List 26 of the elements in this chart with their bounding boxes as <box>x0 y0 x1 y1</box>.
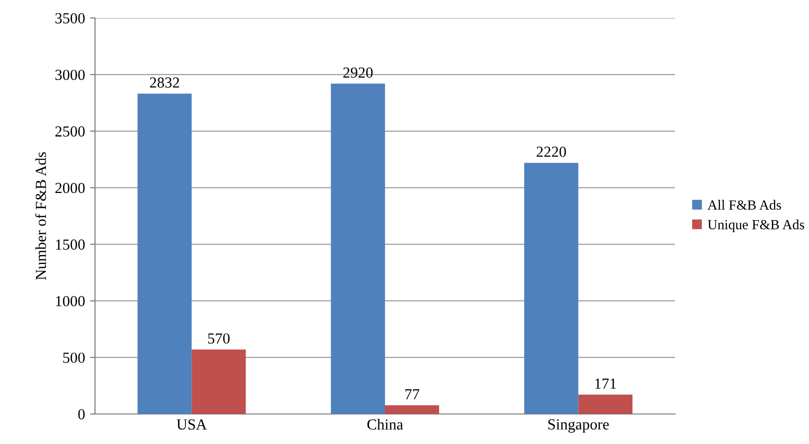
data-label: 570 <box>208 333 230 344</box>
y-tick-label: 2500 <box>55 126 85 137</box>
y-tick-label: 500 <box>63 352 85 363</box>
bar <box>138 94 192 414</box>
bar <box>385 405 440 414</box>
legend-label: Unique F&B Ads <box>708 220 804 232</box>
data-label: 171 <box>595 378 616 389</box>
legend-label: All F&B Ads <box>708 200 782 210</box>
y-axis-title: Number of F&B Ads <box>35 152 46 280</box>
bar <box>524 162 578 414</box>
bar <box>192 350 246 414</box>
y-tick-label: 3500 <box>55 13 85 24</box>
data-label: 2220 <box>536 146 566 157</box>
bar <box>578 394 632 414</box>
x-tick-label: China <box>367 418 404 430</box>
x-tick-label: USA <box>176 419 207 430</box>
data-label: 2920 <box>343 67 373 78</box>
x-tick-label: Singapore <box>548 419 609 433</box>
y-tick-label: 0 <box>78 409 85 420</box>
data-label: 77 <box>405 389 420 400</box>
data-label: 2832 <box>150 77 180 88</box>
bar <box>330 84 385 414</box>
y-tick-label: 2000 <box>55 182 85 194</box>
y-tick-label: 1000 <box>56 296 85 306</box>
y-tick-label: 1500 <box>56 239 85 250</box>
y-tick-label: 3000 <box>55 70 85 80</box>
